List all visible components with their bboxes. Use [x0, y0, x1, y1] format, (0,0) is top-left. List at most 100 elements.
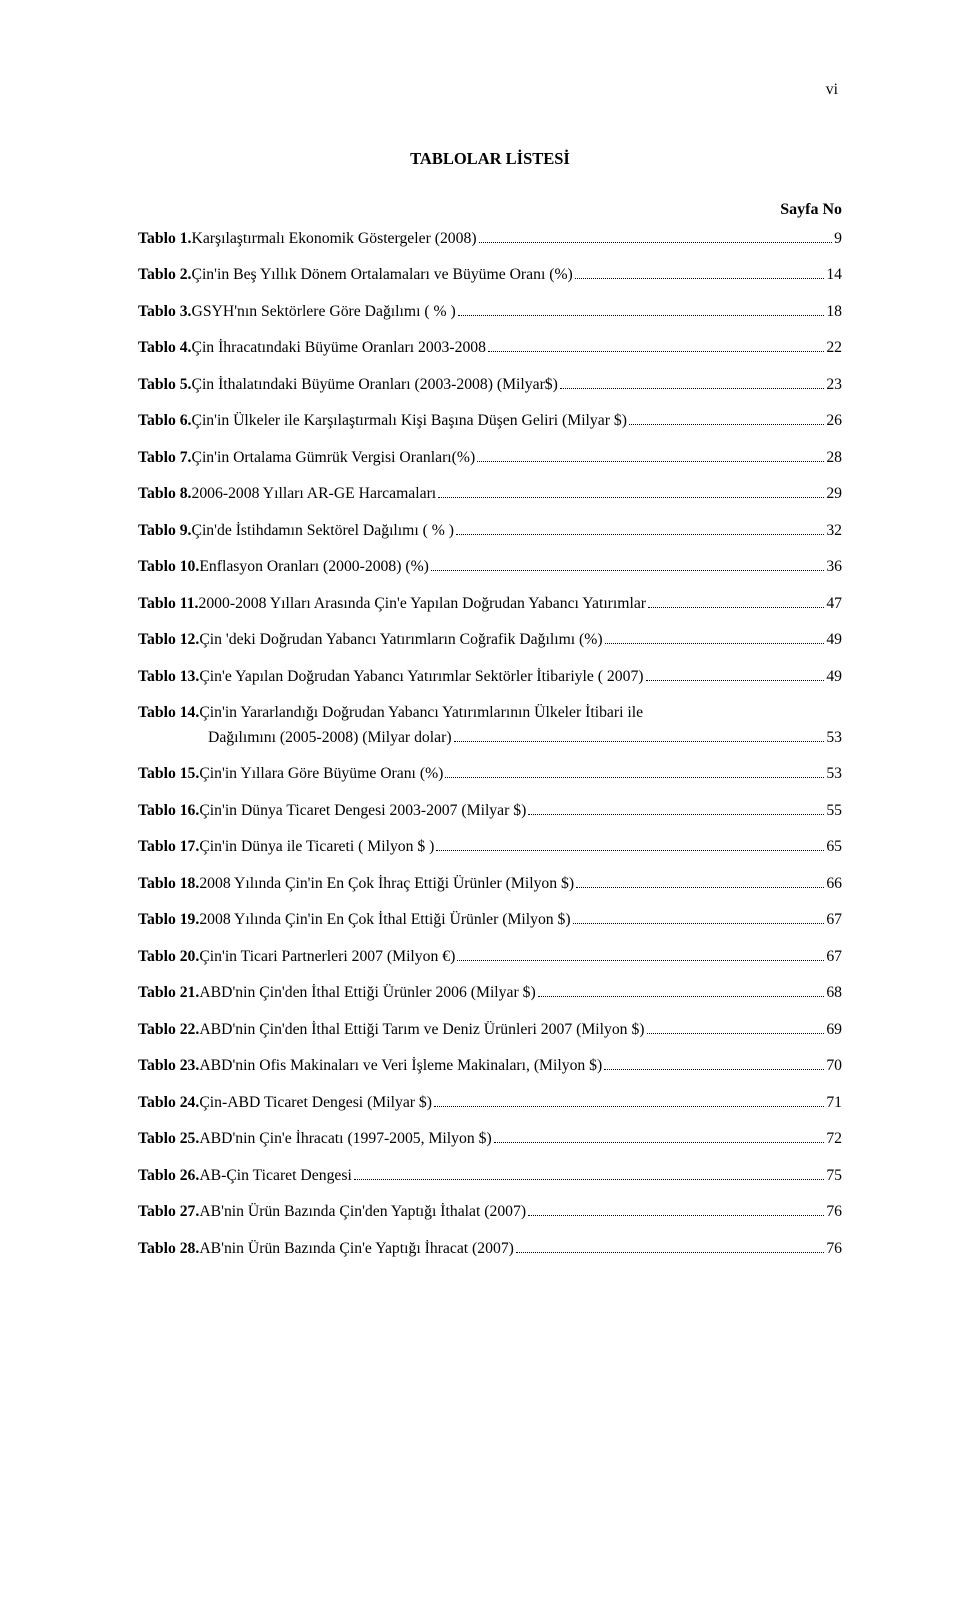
- toc-entry-page: 67: [826, 945, 842, 969]
- toc-entry-line: Dağılımını (2005-2008) (Milyar dolar) 53: [138, 726, 842, 750]
- toc-entry-desc: Dağılımını (2005-2008) (Milyar dolar): [208, 726, 452, 750]
- toc-entry: Tablo 10. Enflasyon Oranları (2000-2008)…: [138, 555, 842, 579]
- toc-entry: Tablo 26. AB-Çin Ticaret Dengesi75: [138, 1164, 842, 1188]
- toc-entry-page: 14: [826, 263, 842, 287]
- toc-entry-label: Tablo 22.: [138, 1018, 199, 1042]
- toc-leader-dots: [431, 570, 824, 571]
- toc-entry-label: Tablo 19.: [138, 908, 199, 932]
- toc-entry-page: 26: [826, 409, 842, 433]
- toc-entry-label: Tablo 16.: [138, 799, 199, 823]
- toc-entry-page: 66: [826, 872, 842, 896]
- toc-entry: Tablo 22. ABD'nin Çin'den İthal Ettiği T…: [138, 1018, 842, 1042]
- toc-entry-page: 53: [826, 762, 842, 786]
- toc-leader-dots: [528, 1215, 824, 1216]
- toc-leader-dots: [456, 534, 824, 535]
- toc-entry-label: Tablo 1.: [138, 227, 191, 251]
- toc-entry-desc: GSYH'nın Sektörlere Göre Dağılımı ( % ): [191, 300, 455, 324]
- toc-entry-label: Tablo 24.: [138, 1091, 199, 1115]
- toc-leader-dots: [438, 497, 824, 498]
- toc-entry: Tablo 2. Çin'in Beş Yıllık Dönem Ortalam…: [138, 263, 842, 287]
- toc-entry-label: Tablo 7.: [138, 446, 191, 470]
- toc-entry: Tablo 19. 2008 Yılında Çin'in En Çok İth…: [138, 908, 842, 932]
- toc-entry-desc: ABD'nin Çin'den İthal Ettiği Tarım ve De…: [199, 1018, 644, 1042]
- toc-entry-label: Tablo 11.: [138, 592, 198, 616]
- toc-entry-page: 9: [834, 227, 842, 251]
- toc-entry: Tablo 12. Çin 'deki Doğrudan Yabancı Yat…: [138, 628, 842, 652]
- toc-entry-label: Tablo 9.: [138, 519, 191, 543]
- toc-leader-dots: [560, 388, 824, 389]
- toc-entry-desc: Enflasyon Oranları (2000-2008) (%): [199, 555, 429, 579]
- toc-entry: Tablo 18. 2008 Yılında Çin'in En Çok İhr…: [138, 872, 842, 896]
- toc-entry-label: Tablo 14.: [138, 701, 199, 725]
- toc-entry-page: 53: [826, 726, 842, 750]
- toc-leader-dots: [477, 461, 824, 462]
- toc-entry-label: Tablo 2.: [138, 263, 191, 287]
- toc-leader-dots: [646, 680, 825, 681]
- document-page: vi TABLOLAR LİSTESİ Sayfa No Tablo 1. Ka…: [0, 0, 960, 1603]
- toc-entry-desc: AB'nin Ürün Bazında Çin'den Yaptığı İtha…: [199, 1200, 526, 1224]
- toc-entry-page: 49: [826, 665, 842, 689]
- toc-entry: Tablo 28. AB'nin Ürün Bazında Çin'e Yapt…: [138, 1237, 842, 1261]
- toc-entry-label: Tablo 3.: [138, 300, 191, 324]
- toc-entry-page: 69: [826, 1018, 842, 1042]
- toc-entry: Tablo 9. Çin'de İstihdamın Sektörel Dağı…: [138, 519, 842, 543]
- toc-leader-dots: [647, 1033, 825, 1034]
- toc-entry-desc: Çin'in Ticari Partnerleri 2007 (Milyon €…: [199, 945, 455, 969]
- toc-entry: Tablo 11. 2000-2008 Yılları Arasında Çin…: [138, 592, 842, 616]
- toc-entry-label: Tablo 6.: [138, 409, 191, 433]
- toc-entry-desc: ABD'nin Ofis Makinaları ve Veri İşleme M…: [199, 1054, 602, 1078]
- toc-entry: Tablo 8. 2006-2008 Yılları AR-GE Harcama…: [138, 482, 842, 506]
- toc-entry-page: 36: [826, 555, 842, 579]
- toc-entry-desc: ABD'nin Çin'den İthal Ettiği Ürünler 200…: [199, 981, 535, 1005]
- toc-entry-page: 22: [826, 336, 842, 360]
- toc-entry-label: Tablo 20.: [138, 945, 199, 969]
- toc-entry-desc: Çin'in Ortalama Gümrük Vergisi Oranları(…: [191, 446, 475, 470]
- toc-entry-label: Tablo 13.: [138, 665, 199, 689]
- toc-entry: Tablo 14. Çin'in Yararlandığı Doğrudan Y…: [138, 701, 842, 750]
- toc-entry-page: 18: [826, 300, 842, 324]
- toc-entry-page: 28: [826, 446, 842, 470]
- toc-entry: Tablo 25. ABD'nin Çin'e İhracatı (1997-2…: [138, 1127, 842, 1151]
- toc-entry-desc: 2000-2008 Yılları Arasında Çin'e Yapılan…: [198, 592, 646, 616]
- toc-entry-page: 49: [826, 628, 842, 652]
- toc-entry-label: Tablo 18.: [138, 872, 199, 896]
- toc-entry-label: Tablo 17.: [138, 835, 199, 859]
- toc-entry-desc: Çin'e Yapılan Doğrudan Yabancı Yatırımla…: [199, 665, 643, 689]
- toc-leader-dots: [604, 1069, 824, 1070]
- toc-entry-desc: Çin'in Ülkeler ile Karşılaştırmalı Kişi …: [191, 409, 626, 433]
- toc-entry-desc: ABD'nin Çin'e İhracatı (1997-2005, Milyo…: [199, 1127, 491, 1151]
- toc-entry: Tablo 5. Çin İthalatındaki Büyüme Oranla…: [138, 373, 842, 397]
- toc-entry-desc: Çin İthalatındaki Büyüme Oranları (2003-…: [191, 373, 557, 397]
- toc-entry-page: 70: [826, 1054, 842, 1078]
- toc-entry-page: 55: [826, 799, 842, 823]
- toc-entry-desc: Çin'in Yıllara Göre Büyüme Oranı (%): [199, 762, 443, 786]
- toc-leader-dots: [605, 643, 825, 644]
- toc-leader-dots: [479, 242, 833, 243]
- toc-entry: Tablo 6. Çin'in Ülkeler ile Karşılaştırm…: [138, 409, 842, 433]
- toc-entry-label: Tablo 4.: [138, 336, 191, 360]
- toc-leader-dots: [457, 960, 824, 961]
- toc-entry: Tablo 20. Çin'in Ticari Partnerleri 2007…: [138, 945, 842, 969]
- toc-leader-dots: [434, 1106, 824, 1107]
- toc-entry-page: 76: [826, 1237, 842, 1261]
- toc-entry: Tablo 3. GSYH'nın Sektörlere Göre Dağılı…: [138, 300, 842, 324]
- toc-entry: Tablo 21. ABD'nin Çin'den İthal Ettiği Ü…: [138, 981, 842, 1005]
- toc-leader-dots: [494, 1142, 825, 1143]
- toc-entry-line: Tablo 14. Çin'in Yararlandığı Doğrudan Y…: [138, 701, 842, 725]
- toc-entry-desc: 2008 Yılında Çin'in En Çok İthal Ettiği …: [199, 908, 570, 932]
- toc-leader-dots: [436, 850, 824, 851]
- toc-entry-page: 47: [826, 592, 842, 616]
- toc-leader-dots: [648, 607, 824, 608]
- toc-entry-desc: AB-Çin Ticaret Dengesi: [199, 1164, 352, 1188]
- toc-entry-label: Tablo 8.: [138, 482, 191, 506]
- toc-entry: Tablo 27. AB'nin Ürün Bazında Çin'den Ya…: [138, 1200, 842, 1224]
- toc-entry: Tablo 17. Çin'in Dünya ile Ticareti ( Mi…: [138, 835, 842, 859]
- toc-list: Tablo 1. Karşılaştırmalı Ekonomik Göster…: [138, 227, 842, 1262]
- toc-leader-dots: [576, 887, 824, 888]
- toc-entry-label: Tablo 25.: [138, 1127, 199, 1151]
- toc-entry-desc: 2008 Yılında Çin'in En Çok İhraç Ettiği …: [199, 872, 574, 896]
- toc-entry: Tablo 24. Çin-ABD Ticaret Dengesi (Milya…: [138, 1091, 842, 1115]
- toc-leader-dots: [445, 777, 824, 778]
- toc-entry-label: Tablo 10.: [138, 555, 199, 579]
- toc-entry: Tablo 4. Çin İhracatındaki Büyüme Oranla…: [138, 336, 842, 360]
